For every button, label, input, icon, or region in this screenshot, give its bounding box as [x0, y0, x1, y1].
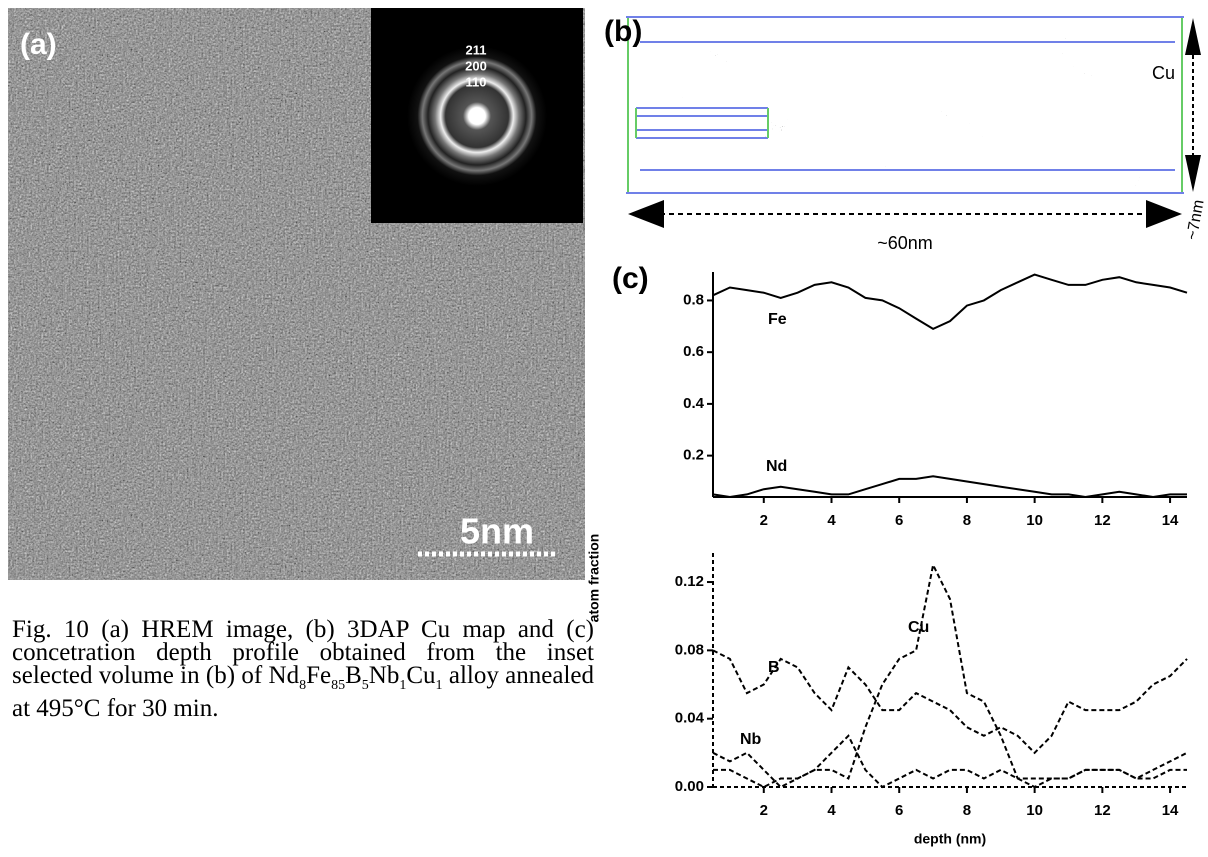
x-tick-label: 12	[1094, 512, 1111, 529]
scale-label: 5nm	[460, 511, 534, 552]
series-line	[712, 734, 1187, 789]
series-line	[713, 561, 1188, 789]
ring-label: 110	[466, 74, 487, 89]
element: Fe	[306, 662, 332, 689]
y-tick-label: 0.04	[675, 710, 705, 727]
panel-label: (a)	[20, 28, 57, 61]
formula: Nd8Fe85B5Nb1Cu1	[268, 662, 443, 693]
y-tick-label: 0.12	[675, 573, 704, 590]
x-tick-label: 2	[760, 512, 768, 529]
x-tick-label: 14	[1162, 512, 1179, 529]
subscript: 85	[331, 678, 346, 693]
y-tick-label: 0.2	[683, 447, 704, 464]
x-tick-label: 14	[1162, 802, 1179, 819]
element-label: Cu	[1152, 63, 1175, 83]
width-label: ~7nm	[1184, 199, 1208, 242]
caption-text: Fig. 10 (a) HREM image, (b) 3DAP Cu map …	[12, 616, 594, 689]
x-tick-label: 2	[760, 802, 768, 819]
x-tick-label: 4	[827, 512, 836, 529]
subscript: 1	[399, 678, 407, 693]
ring-label: 200	[465, 58, 487, 73]
x-axis-label: depth (nm)	[914, 831, 986, 847]
subscript: 8	[299, 678, 307, 693]
subscript: 5	[361, 678, 369, 693]
diffraction-rings	[407, 46, 547, 186]
element: Nd	[268, 662, 300, 689]
y-tick-label: 0.00	[675, 778, 704, 795]
element: Nb	[368, 662, 400, 689]
ring-label: 211	[466, 42, 487, 57]
caption-text: alloy annealed at 495°C for 30 min.	[12, 662, 594, 722]
series-line	[712, 475, 1187, 499]
panel-label: (b)	[604, 15, 642, 48]
series-label: Cu	[908, 619, 929, 636]
y-tick-label: 0.4	[683, 395, 705, 412]
element: Cu	[406, 662, 436, 689]
x-tick-label: 8	[963, 802, 971, 819]
atom-map-dots	[626, 16, 1184, 194]
x-tick-label: 6	[895, 802, 903, 819]
series-label: Fe	[768, 311, 787, 328]
arrowheads	[1185, 18, 1201, 192]
y-axis-label: atom fraction	[586, 534, 602, 623]
panel-label: (c)	[612, 262, 649, 295]
length-label: ~60nm	[877, 233, 933, 253]
subscript: 1	[435, 678, 443, 693]
box-edges	[627, 18, 1183, 192]
x-tick-label: 8	[963, 512, 971, 529]
caption: Fig. 10 (a) HREM image, (b) 3DAP Cu map …	[12, 616, 594, 722]
series-label: Nb	[740, 731, 762, 748]
x-tick-label: 4	[827, 802, 836, 819]
y-tick-label: 0.6	[683, 343, 704, 360]
series-label: Nd	[766, 458, 787, 475]
x-tick-label: 6	[895, 512, 903, 529]
y-tick-label: 0.08	[675, 641, 704, 658]
y-tick-label: 0.8	[683, 291, 704, 308]
element: B	[345, 662, 362, 689]
x-tick-label: 12	[1094, 802, 1111, 819]
volume-box	[626, 16, 1184, 194]
x-tick-label: 10	[1026, 512, 1043, 529]
series-label: B	[768, 659, 780, 676]
x-tick-label: 10	[1026, 802, 1043, 819]
series-line	[712, 649, 1188, 755]
series-line	[712, 273, 1188, 331]
